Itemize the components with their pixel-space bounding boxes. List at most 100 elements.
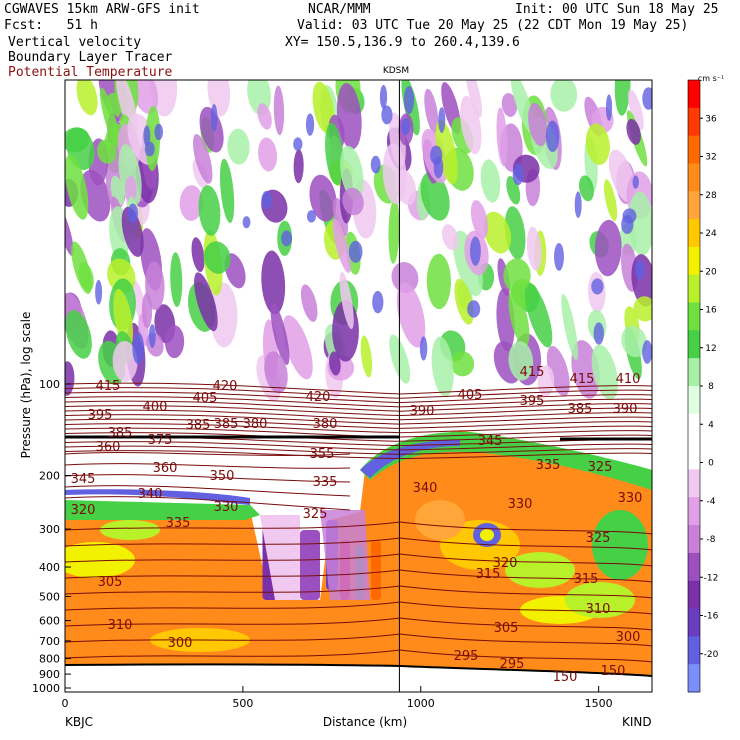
theta-label: 410 [616, 372, 641, 387]
wave-core [605, 94, 613, 121]
wave-cell [508, 289, 530, 348]
theta-line [65, 450, 652, 460]
updraft-core-inner [480, 529, 494, 541]
y-tick-label: 100 [39, 378, 60, 391]
theta-label: 150 [601, 664, 626, 679]
wave-cell [496, 107, 508, 167]
x-tick-label: 1000 [407, 697, 435, 710]
wave-core [419, 336, 428, 361]
theta-line [65, 418, 652, 429]
wave-cell [191, 237, 205, 273]
left-station-label: KBJC [65, 715, 93, 729]
theta-line [65, 496, 351, 511]
wave-core [148, 324, 156, 348]
wave-core [372, 290, 384, 314]
wave-cell [550, 80, 578, 112]
colorbar-label: 16 [705, 306, 717, 316]
wave-cell [339, 271, 354, 330]
wave-cell [585, 123, 610, 165]
theta-label: 150 [553, 670, 578, 685]
theta-line [65, 423, 652, 434]
cross-section-xy: XY= 150.5,136.9 to 260.4,139.6 [285, 35, 520, 50]
wave-cell [282, 315, 313, 380]
colorbar-segment [688, 302, 700, 331]
wave-core [154, 123, 164, 141]
plot-frame [64, 79, 653, 693]
wave-cell [578, 175, 594, 202]
wave-cell [332, 197, 349, 237]
theta-line [65, 569, 652, 583]
colorbar-segment [688, 135, 700, 164]
colorbar-label: 32 [705, 153, 716, 163]
field-boundary-tracer: Boundary Layer Tracer [8, 50, 173, 65]
colorbar-segment [688, 163, 700, 192]
theta-line [65, 409, 652, 421]
colorbar-segment [688, 664, 700, 693]
wave-core [642, 87, 652, 110]
wave-cell [626, 118, 641, 145]
wave-cell [227, 128, 250, 165]
colorbar-segment [688, 386, 700, 415]
model-title: CGWAVES 15km ARW-GFS init [4, 2, 200, 17]
wave-cell [99, 87, 120, 149]
theta-label: 395 [88, 408, 113, 423]
field-patch [100, 520, 160, 540]
theta-label: 420 [306, 390, 331, 405]
colorbar-segment [688, 469, 700, 498]
wave-cell [504, 206, 526, 260]
wave-cell [391, 261, 419, 294]
colorbar-label: -4 [707, 497, 716, 507]
x-tick-label: 1500 [585, 697, 613, 710]
init-time: Init: 00 UTC Sun 18 May 25 [515, 2, 719, 17]
theta-line [65, 485, 351, 497]
axes: 0 500 1000 15001002003004005006007008009001… [32, 378, 613, 710]
y-tick-label: 400 [39, 561, 60, 574]
theta-label: 310 [586, 602, 611, 617]
theta-label: 345 [478, 434, 503, 449]
wave-cell [198, 185, 221, 236]
wave-cell [508, 341, 534, 381]
theta-line [65, 452, 351, 456]
field-patch [592, 510, 648, 580]
wave-core [545, 120, 560, 153]
wave-cell [293, 149, 304, 184]
wave-cell [465, 80, 483, 118]
colorbar-label: 4 [708, 420, 714, 430]
wave-cell [528, 102, 548, 147]
colorbar-label: 36 [705, 114, 717, 124]
wave-cell [546, 346, 570, 397]
theta-label: 350 [210, 469, 235, 484]
wave-core [379, 84, 388, 109]
wave-cell [329, 351, 341, 376]
wave-cell [65, 309, 92, 359]
y-tick-label: 900 [39, 668, 60, 681]
theta-label: 330 [508, 497, 533, 512]
wave-cell [192, 158, 208, 189]
theta-label: 330 [214, 500, 239, 515]
field-patch [505, 552, 575, 588]
theta-label: 405 [193, 391, 218, 406]
wave-cell [441, 224, 459, 251]
wave-cell [164, 325, 185, 359]
wave-cell [435, 119, 458, 185]
theta-label: 385 [108, 426, 133, 441]
wave-cell [194, 272, 218, 332]
field-potential-temperature: Potential Temperature [8, 65, 173, 80]
wave-core [574, 191, 582, 218]
wave-cell [537, 365, 555, 397]
colorbar-label: -8 [707, 535, 716, 545]
field-patch [565, 582, 635, 618]
theta-label: 400 [143, 400, 168, 415]
theta-label: 320 [493, 556, 518, 571]
wave-cell [394, 169, 417, 206]
theta-label: 380 [243, 417, 268, 432]
colorbar-label: -12 [704, 573, 719, 583]
colorbar-segment [688, 608, 700, 637]
wave-core [127, 203, 138, 223]
colorbar-label: -20 [704, 650, 719, 660]
theta-line [65, 400, 652, 412]
theta-label: 415 [520, 365, 545, 380]
colorbar-label: 0 [708, 459, 714, 469]
colorbar: 36 32 28 24 20 16 12 8 4 0 -4 -8 -12 -16 -20 [687, 79, 719, 693]
